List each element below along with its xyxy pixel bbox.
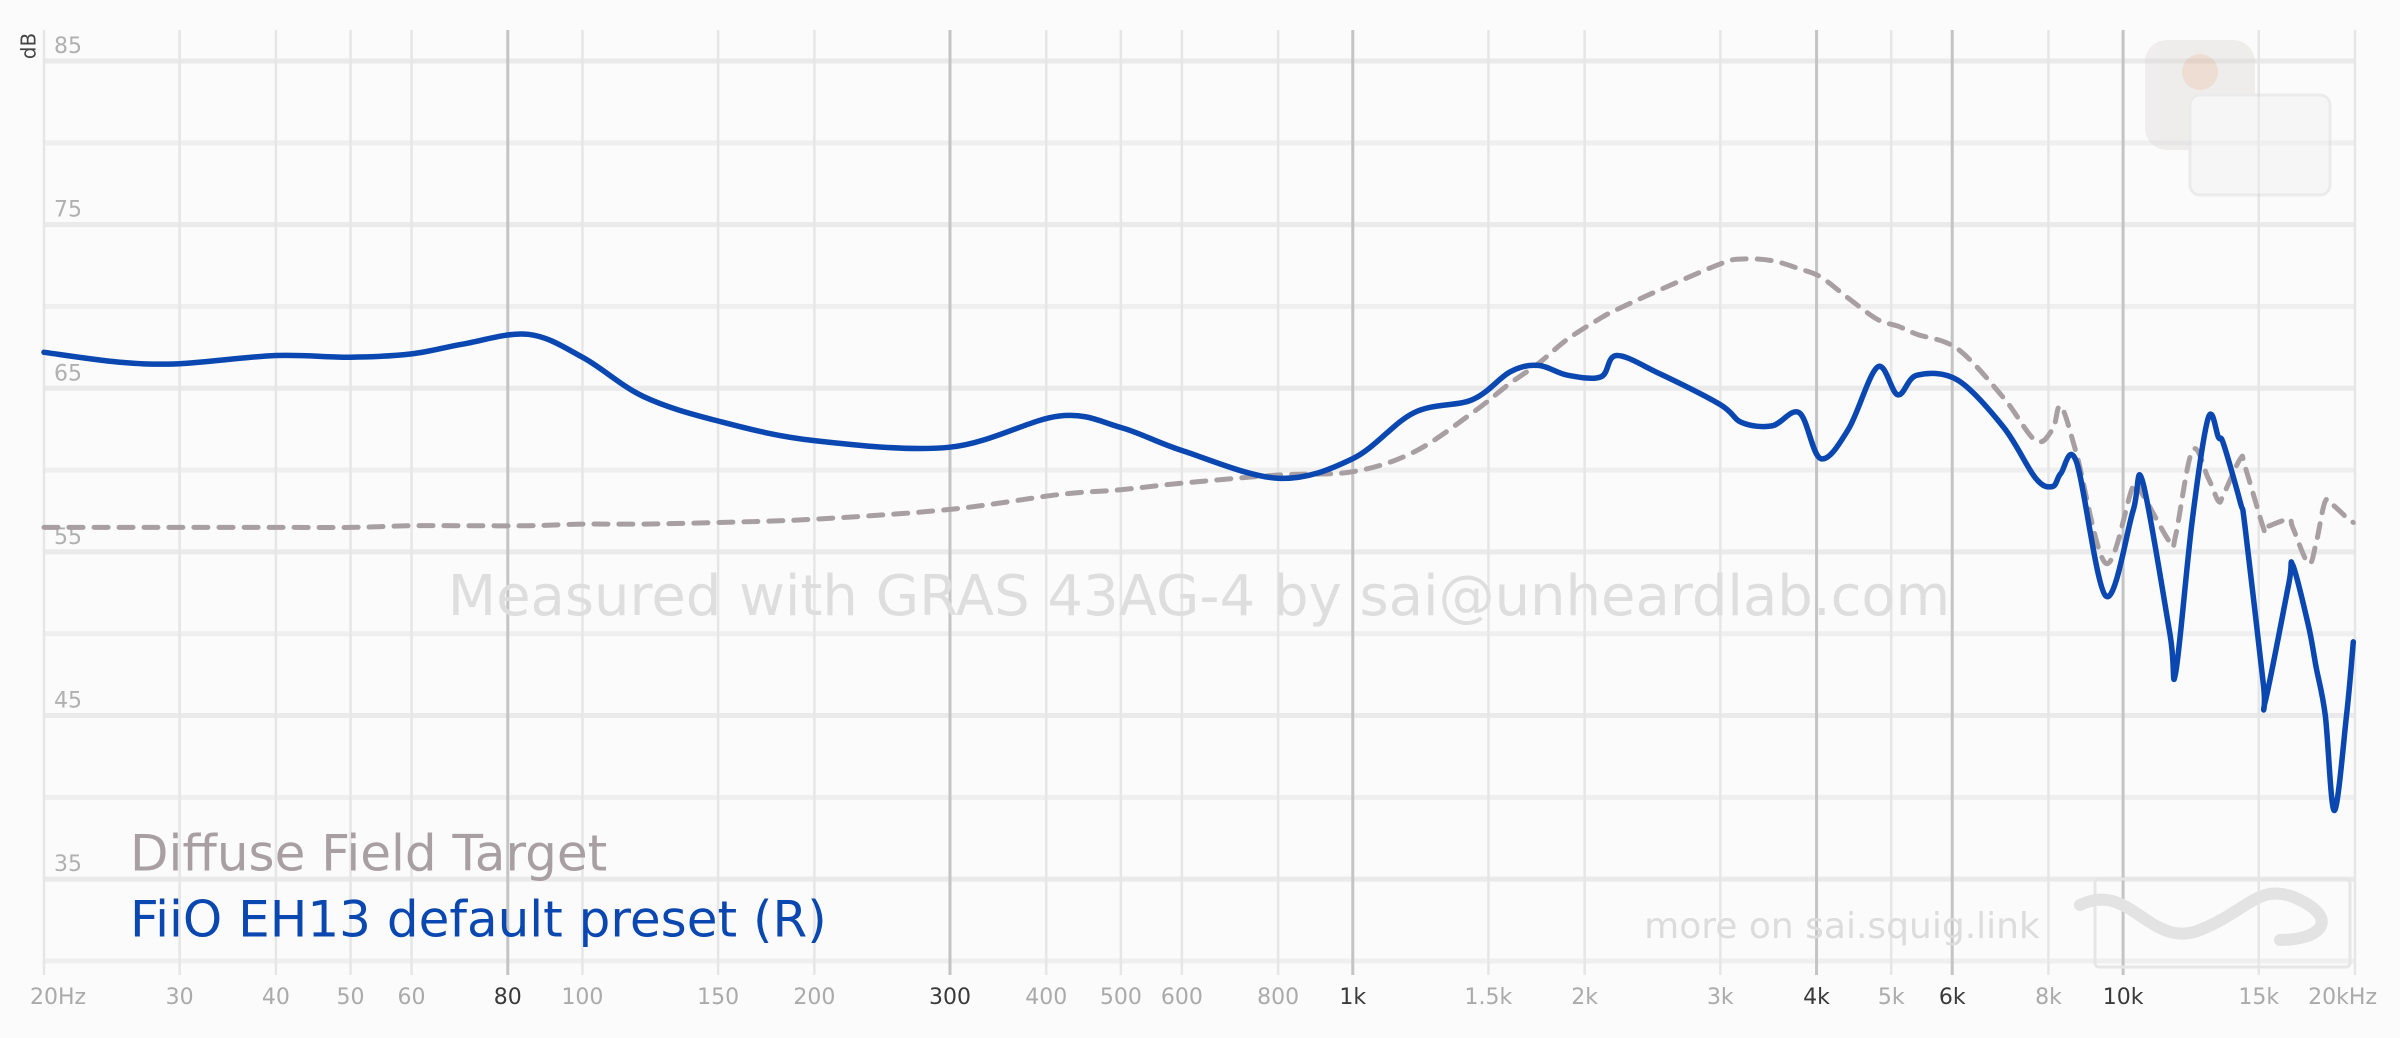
x-tick-label: 3k [1707,985,1734,1010]
x-tick-label: 6k [1939,985,1966,1010]
y-axis-label: dB [17,33,41,59]
product-image [2145,40,2332,197]
x-tick-label: 80 [494,985,522,1010]
x-tick-label: 500 [1100,985,1142,1010]
legend-entry: Diffuse Field Target [130,825,607,883]
x-tick-label: 50 [337,985,365,1010]
x-tick-label: 8k [2035,985,2062,1010]
x-tick-label: 5k [1878,985,1905,1010]
y-tick-label: 65 [54,361,82,386]
x-tick-label: 2k [1571,985,1598,1010]
grid [42,30,2357,975]
x-tick-label: 60 [398,985,426,1010]
footer-link[interactable]: more on sai.squig.link [1644,906,2040,947]
x-tick-label: 4k [1803,985,1830,1010]
x-tick-label: 40 [262,985,290,1010]
watermark: Measured with GRAS 43AG-4 by sai@unheard… [448,564,1950,629]
x-tick-label: 1.5k [1465,985,1513,1010]
x-tick-label: 200 [793,985,835,1010]
x-tick-label: 15k [2238,985,2279,1010]
x-tick-label: 20kHz [2308,985,2377,1010]
frequency-response-line [41,256,2356,567]
logo-frame [2093,877,2352,969]
y-tick-label: 75 [54,198,82,223]
x-tick-label: 30 [166,985,194,1010]
y-tick-label: 85 [54,34,82,59]
x-tick-label: 100 [561,985,603,1010]
y-tick-label: 35 [54,852,82,877]
y-tick-label: 45 [54,689,82,714]
x-tick-label: 10k [2103,985,2144,1010]
legend-entry: FiiO EH13 default preset (R) [130,891,827,949]
logo-mark [2074,887,2328,946]
frequency-response-line [41,331,2357,814]
x-tick-label: 600 [1161,985,1203,1010]
x-tick-label: 300 [929,985,971,1010]
x-tick-label: 20Hz [30,985,86,1010]
x-tick-label: 150 [697,985,739,1010]
x-tick-label: 400 [1025,985,1067,1010]
x-tick-label: 800 [1257,985,1299,1010]
x-tick-label: 1k [1339,985,1366,1010]
